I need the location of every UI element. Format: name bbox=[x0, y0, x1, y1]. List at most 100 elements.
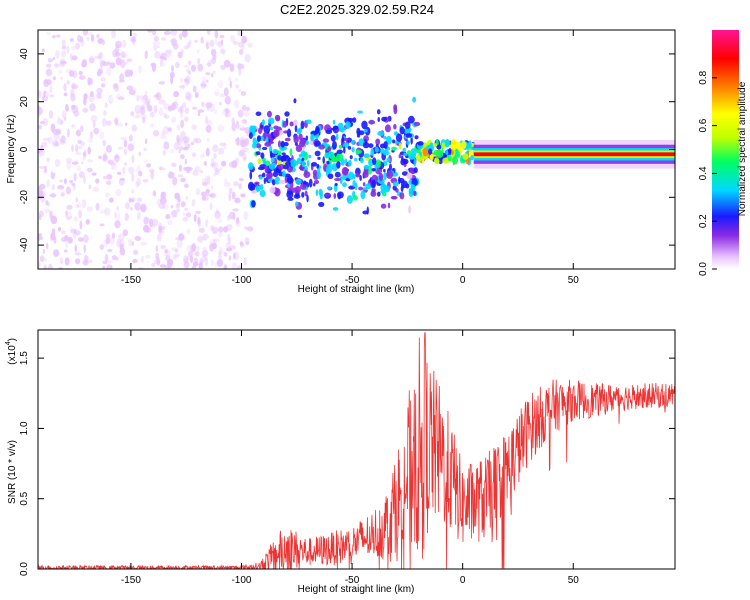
spectrogram-blob bbox=[88, 31, 93, 36]
spectrogram-blob bbox=[74, 252, 82, 256]
spectrogram-blob bbox=[391, 196, 397, 200]
spectrogram-blob bbox=[209, 243, 214, 252]
spectrogram-blob bbox=[39, 255, 45, 263]
spectrogram-blob bbox=[182, 212, 186, 217]
spectrogram-blob bbox=[261, 119, 265, 126]
spectrogram-blob bbox=[90, 34, 95, 42]
spectrogram-blob bbox=[78, 171, 85, 179]
spectrogram-blob bbox=[108, 174, 113, 180]
spectrogram-blob bbox=[38, 165, 46, 170]
spectrogram-blob bbox=[223, 264, 228, 269]
spectrogram-blob bbox=[131, 67, 138, 74]
spectrogram-blob bbox=[97, 39, 101, 46]
spectrogram-blob bbox=[213, 108, 218, 115]
spectrogram-blob bbox=[451, 150, 454, 155]
spectrogram-blob bbox=[375, 138, 381, 146]
spectrogram-blob bbox=[241, 119, 248, 124]
spectrogram-blob bbox=[313, 182, 316, 187]
snr-scale-close: ) bbox=[7, 338, 18, 341]
spectrogram-blob bbox=[334, 171, 341, 178]
spectrogram-blob bbox=[236, 265, 242, 269]
spectrogram-blob bbox=[129, 69, 133, 76]
spectrogram-blob bbox=[393, 104, 398, 111]
spectrogram-blob bbox=[218, 252, 222, 260]
spectrogram-blob bbox=[199, 169, 204, 174]
spectrogram-blob bbox=[103, 239, 108, 248]
spectrogram-blob bbox=[134, 202, 141, 211]
spectrogram-blob bbox=[275, 116, 281, 122]
spectrogram-blob bbox=[155, 245, 159, 253]
spectrogram-blob bbox=[54, 61, 58, 70]
snr-y-tick-label: 0.0 bbox=[19, 562, 30, 576]
spectrogram-blob bbox=[316, 163, 320, 169]
spectrogram-blob bbox=[99, 131, 105, 140]
spectrogram-blob bbox=[136, 94, 140, 102]
spectrogram-blob bbox=[83, 93, 88, 100]
spectrogram-blob bbox=[187, 60, 192, 66]
spectrogram-blob bbox=[190, 141, 195, 146]
spectrogram-blob bbox=[60, 76, 63, 80]
spectrogram-blob bbox=[159, 167, 166, 171]
spectrogram-blob bbox=[325, 129, 333, 135]
spectrogram-blob bbox=[200, 191, 208, 197]
spectrogram-blob bbox=[210, 73, 214, 78]
spectrogram-blob bbox=[78, 209, 82, 219]
spectrogram-blob bbox=[88, 57, 95, 64]
spectrogram-blob bbox=[111, 255, 118, 261]
spectrogram-blob bbox=[237, 109, 244, 118]
spectrogram-blob bbox=[119, 177, 126, 181]
spectrogram-blob bbox=[116, 44, 120, 48]
spectrogram-blob bbox=[112, 49, 119, 58]
spectrogram-blob bbox=[128, 181, 131, 188]
spectrogram-blob bbox=[41, 95, 49, 102]
spectrogram-blob bbox=[289, 121, 294, 127]
spectrogram-blob bbox=[156, 40, 163, 48]
spectrogram-blob bbox=[46, 179, 50, 188]
spectrogram-blob bbox=[269, 126, 273, 131]
spectrogram-blob bbox=[308, 154, 312, 159]
snr-x-tick-label: -100 bbox=[231, 575, 251, 586]
spectrogram-blob bbox=[97, 52, 102, 60]
spectrogram-blob bbox=[314, 150, 321, 157]
spectrogram-blob bbox=[179, 112, 184, 119]
spectrogram-blob bbox=[50, 123, 56, 133]
spectrogram-blob bbox=[96, 92, 102, 99]
spectrogram-blob bbox=[191, 198, 196, 207]
spectrogram-blob bbox=[303, 171, 311, 179]
spectrogram-blob bbox=[235, 157, 240, 165]
spectrogram-blob bbox=[170, 75, 174, 85]
spectrogram-blob bbox=[148, 54, 154, 59]
spectrogram-blob bbox=[98, 51, 104, 59]
spectrogram-blob bbox=[414, 135, 419, 140]
spectrogram-blob bbox=[235, 229, 240, 234]
spectrogram-blob bbox=[214, 30, 219, 39]
spectrogram-blob bbox=[69, 226, 74, 232]
spectrogram-blob bbox=[460, 140, 467, 149]
spectrogram-blob bbox=[170, 205, 174, 209]
spectrogram-blob bbox=[408, 205, 411, 214]
spectrogram-blob bbox=[73, 172, 77, 182]
spectrogram-blob bbox=[162, 125, 170, 135]
spectrogram-blob bbox=[138, 47, 144, 53]
spectrogram-blob bbox=[183, 183, 189, 189]
spectrogram-blobs bbox=[38, 30, 675, 269]
spectrogram-blob bbox=[107, 108, 113, 116]
spectrogram-blob bbox=[351, 146, 355, 153]
spectrogram-blob bbox=[244, 226, 248, 230]
spectrogram-blob bbox=[301, 191, 305, 198]
spectrogram-blob bbox=[238, 48, 244, 55]
spectrogram-blob bbox=[316, 170, 321, 180]
spectrogram-blob bbox=[306, 160, 310, 167]
spectrogram-blob bbox=[59, 138, 63, 142]
spectrogram-blob bbox=[181, 30, 188, 38]
spectrogram-blob bbox=[210, 48, 217, 57]
spectrogram-blob bbox=[300, 120, 305, 130]
spectrogram-blob bbox=[173, 142, 180, 151]
spectrogram-blob bbox=[402, 147, 407, 153]
spectrogram-blob bbox=[57, 83, 63, 90]
spectrogram-blob bbox=[203, 145, 207, 150]
spectrogram-blob bbox=[185, 91, 191, 101]
spectrogram-y-tick-label: -40 bbox=[19, 237, 30, 252]
spectrogram-blob bbox=[163, 141, 170, 150]
spectrogram-blob bbox=[259, 189, 266, 198]
